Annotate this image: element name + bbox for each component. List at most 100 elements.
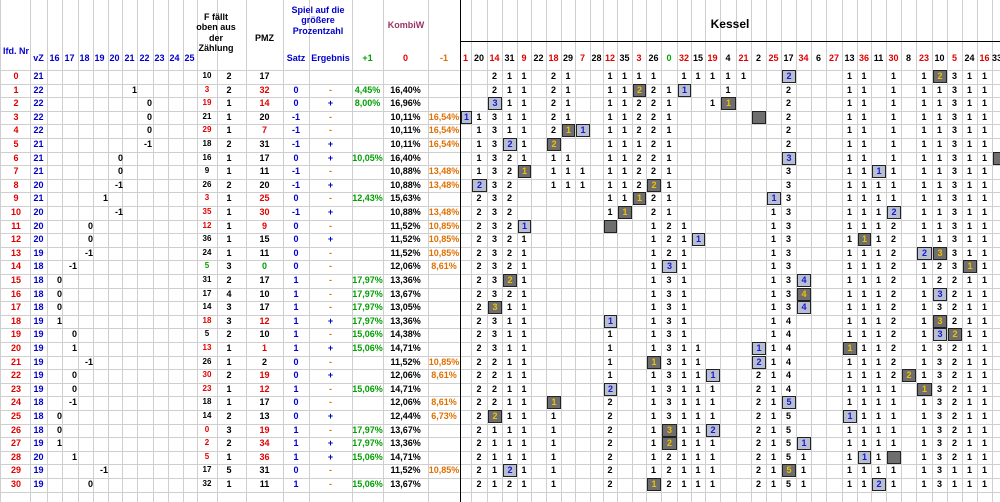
row-satz: 0 <box>293 247 299 258</box>
kessel-cell: 2 <box>550 71 556 81</box>
kessel-cell: 3 <box>951 261 957 272</box>
row-kombi-zero: 10,11% <box>390 111 421 122</box>
row-kombi-zero: 12,06% <box>390 370 421 381</box>
kessel-cell: 1 <box>890 98 896 109</box>
kessel-cell: 1 <box>936 125 942 136</box>
kessel-cell: 1 <box>506 98 512 109</box>
grid-vline <box>517 0 518 502</box>
grid-vline <box>766 0 767 502</box>
kessel-cell: 1 <box>861 111 867 122</box>
kessel-col-header: 6 <box>815 53 821 63</box>
kessel-cell: 2 <box>506 247 512 258</box>
kessel-cell: 1 <box>476 125 482 136</box>
kessel-cell: 1 <box>650 220 656 231</box>
kessel-cell: 1 <box>966 465 972 476</box>
kessel-cell: 1 <box>521 111 527 122</box>
kessel-cell: 1 <box>770 302 776 313</box>
row-f2-value: 3 <box>226 261 232 272</box>
kessel-cell: 3 <box>951 152 957 163</box>
kessel-cell: 1 <box>681 479 687 489</box>
kessel-cell: 1 <box>981 438 987 449</box>
kessel-cell: 1 <box>800 479 806 489</box>
row-pmz: 2 <box>261 356 267 367</box>
kessel-cell: 1 <box>846 329 852 340</box>
kessel-cell: 2 <box>951 383 957 394</box>
kessel-cell: 1 <box>861 397 867 408</box>
kessel-cell: 1 <box>921 397 927 408</box>
kessel-col-header: 1 <box>462 53 468 63</box>
row-nr: 1 <box>13 84 19 95</box>
row-nr: 2 <box>13 98 19 109</box>
row-ergebnis: - <box>329 111 332 122</box>
kessel-highlight-cell: 3 <box>662 260 677 274</box>
kessel-cell: 3 <box>491 166 497 177</box>
kessel-cell: 1 <box>740 71 746 81</box>
kessel-cell: 3 <box>666 275 672 285</box>
kessel-cell: 1 <box>506 451 512 462</box>
kessel-cell: 1 <box>846 438 852 449</box>
row-nr: 16 <box>10 288 21 299</box>
row-pmz: 7 <box>261 125 267 136</box>
kessel-cell: 2 <box>506 207 512 217</box>
row-ergebnis: - <box>329 193 332 204</box>
kessel-cell: 1 <box>875 261 881 272</box>
kessel-cell: 1 <box>861 302 867 313</box>
kessel-highlight-cell: 1 <box>518 165 531 179</box>
kessel-cell: 1 <box>936 139 942 149</box>
row-vz: 21 <box>33 71 44 81</box>
kessel-cell: 1 <box>936 207 942 217</box>
kessel-col-header: 30 <box>888 53 899 63</box>
row-mark: 0 <box>71 329 77 340</box>
kessel-highlight-cell: 1 <box>547 396 561 410</box>
kessel-cell: 1 <box>921 125 927 136</box>
row-pmz: 13 <box>259 411 270 421</box>
kessel-cell: 1 <box>921 179 927 190</box>
row-vz: 18 <box>33 397 44 408</box>
row-nr: 3 <box>13 111 19 122</box>
grid-vline <box>487 0 488 502</box>
kessel-col-header: 21 <box>738 53 749 63</box>
kessel-cell: 1 <box>506 315 512 326</box>
grid-vline <box>383 0 384 502</box>
row-f2-value: 2 <box>226 438 232 449</box>
header-k-plus1: +1 <box>362 53 373 63</box>
row-f2-value: 1 <box>226 356 232 367</box>
grid-hline <box>0 287 1000 289</box>
kessel-cell: 3 <box>491 288 497 299</box>
kessel-cell: 1 <box>770 411 776 421</box>
grid-hline <box>0 206 1000 207</box>
kessel-cell: 1 <box>709 438 715 449</box>
row-f2-value: 2 <box>226 411 232 421</box>
row-kombi-zero: 13,36% <box>390 315 421 326</box>
kessel-cell: 2 <box>550 98 556 109</box>
row-ergebnis: + <box>327 152 334 163</box>
kessel-cell: 2 <box>890 288 896 299</box>
kessel-cell: 1 <box>846 302 852 313</box>
kessel-cell: 2 <box>755 383 761 394</box>
row-mark: 0 <box>56 411 62 421</box>
kessel-cell: 1 <box>650 247 656 258</box>
grid-vline <box>460 0 461 502</box>
kessel-cell: 1 <box>770 207 776 217</box>
row-f-value: 16 <box>202 152 212 162</box>
kessel-cell: 1 <box>861 329 867 340</box>
kessel-cell: 1 <box>681 275 687 285</box>
row-nr: 0 <box>13 71 19 81</box>
kessel-cell: 2 <box>636 179 642 190</box>
kessel-cell: 3 <box>491 179 497 190</box>
kessel-cell: 3 <box>491 111 497 122</box>
row-f-value: 3 <box>204 84 210 94</box>
row-satz: 0 <box>293 220 299 231</box>
kessel-cell: 1 <box>681 288 687 299</box>
header-k-zero: 0 <box>402 53 408 63</box>
kessel-cell: 1 <box>981 275 987 285</box>
kessel-highlight-cell: 2 <box>604 382 617 396</box>
kessel-cell: 2 <box>755 424 761 435</box>
kessel-cell: 3 <box>785 288 791 299</box>
row-ergebnis: - <box>329 288 332 299</box>
grid-hline <box>0 274 1000 275</box>
row-satz: 0 <box>293 370 299 381</box>
row-kombi-zero: 10,11% <box>390 125 421 136</box>
kessel-cell: 3 <box>491 315 497 326</box>
row-kombi-zero: 14,38% <box>390 329 421 340</box>
